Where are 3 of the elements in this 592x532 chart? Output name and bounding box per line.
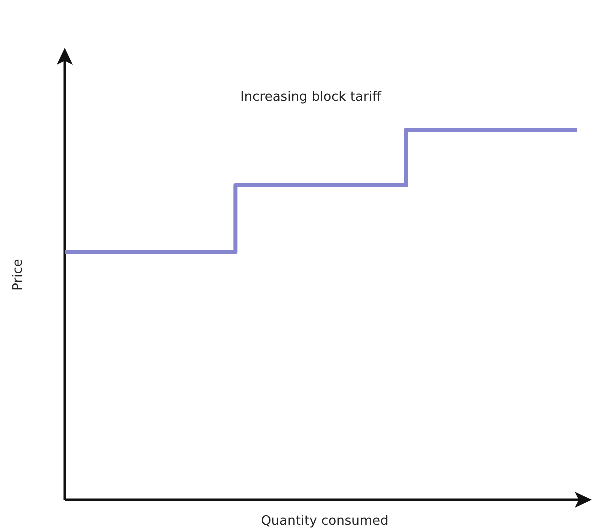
x-axis-title: Quantity consumed xyxy=(261,514,389,529)
y-axis-title: Price xyxy=(11,259,26,291)
chart-title: Increasing block tariff xyxy=(240,90,382,105)
